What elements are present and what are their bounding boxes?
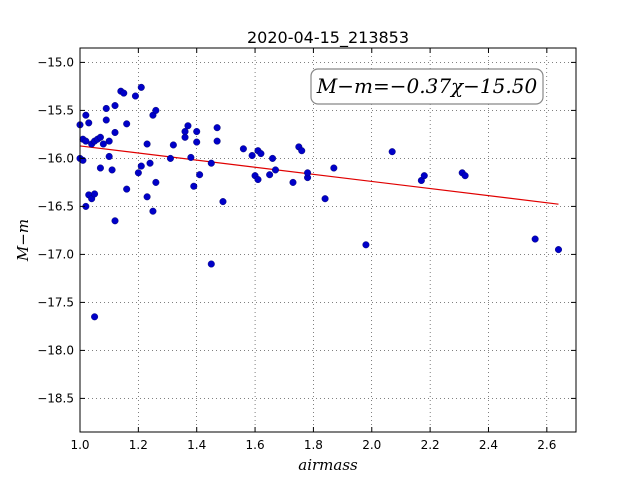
- data-point: [123, 120, 131, 128]
- data-point: [193, 138, 201, 146]
- x-tick-label: 2.4: [479, 438, 498, 452]
- x-tick-label: 1.4: [187, 438, 206, 452]
- data-point: [239, 145, 247, 153]
- data-point: [213, 137, 221, 145]
- data-point: [254, 176, 262, 184]
- data-point: [193, 128, 201, 136]
- data-point: [289, 178, 297, 186]
- x-axis-label: airmass: [298, 456, 358, 474]
- tick-marks: [79, 48, 576, 432]
- data-point: [166, 154, 174, 162]
- data-point: [105, 137, 113, 145]
- data-point: [99, 140, 107, 148]
- data-point: [82, 111, 90, 119]
- data-point: [269, 154, 277, 162]
- data-point: [146, 159, 154, 167]
- data-point: [137, 162, 145, 170]
- y-axis-label: M−m: [14, 219, 32, 262]
- data-point: [143, 193, 151, 201]
- data-point: [131, 92, 139, 100]
- data-point: [207, 260, 215, 268]
- x-tick-labels: 1.0 1.2 1.4 1.6 1.8 2.0 2.2 2.4 2.6: [70, 438, 556, 452]
- data-point: [207, 159, 215, 167]
- data-point: [111, 128, 119, 136]
- data-point: [143, 140, 151, 148]
- data-point: [134, 169, 142, 177]
- data-point: [298, 147, 306, 155]
- data-point: [362, 241, 370, 249]
- chart-title: 2020-04-15_213853: [247, 28, 409, 48]
- y-tick-label: −18.0: [37, 343, 74, 357]
- data-point: [108, 166, 116, 174]
- data-point: [248, 152, 256, 160]
- data-point: [96, 133, 104, 141]
- data-point: [152, 106, 160, 114]
- data-point: [271, 166, 279, 174]
- data-point: [554, 246, 562, 254]
- x-tick-label: 1.8: [304, 438, 323, 452]
- fit-annotation: M−m=−0.37χ−15.50: [310, 68, 544, 105]
- data-point: [102, 104, 110, 112]
- y-tick-label: −16.5: [37, 199, 74, 213]
- y-tick-label: −15.0: [37, 55, 74, 69]
- data-point: [123, 185, 131, 193]
- y-tick-label: −16.0: [37, 151, 74, 165]
- x-tick-label: 1.0: [70, 438, 89, 452]
- data-point: [82, 137, 90, 145]
- data-point: [187, 153, 195, 161]
- data-point: [420, 172, 428, 180]
- data-point: [257, 150, 265, 158]
- data-point: [196, 171, 204, 179]
- fit-equation: M−m=−0.37χ−15.50: [316, 74, 538, 98]
- data-point: [111, 102, 119, 110]
- y-tick-label: −17.0: [37, 247, 74, 261]
- plot-frame: [79, 47, 577, 433]
- data-point: [91, 190, 99, 198]
- x-tick-label: 1.6: [246, 438, 265, 452]
- x-tick-label: 2.6: [537, 438, 556, 452]
- data-point: [461, 172, 469, 180]
- data-point: [91, 313, 99, 321]
- data-point: [184, 122, 192, 130]
- data-point: [190, 182, 198, 190]
- data-point: [137, 83, 145, 91]
- data-point: [219, 198, 227, 206]
- x-tick-label: 2.0: [362, 438, 381, 452]
- y-tick-label: −15.5: [37, 103, 74, 117]
- data-point: [213, 124, 221, 132]
- data-point: [149, 207, 157, 215]
- y-tick-labels: −15.0 −15.5 −16.0 −16.5 −17.0 −17.5 −18.0 −18.5: [37, 55, 74, 405]
- data-point: [388, 148, 396, 156]
- data-point: [105, 152, 113, 160]
- data-point: [181, 128, 189, 136]
- data-point: [85, 119, 93, 127]
- data-point: [102, 116, 110, 124]
- data-point: [330, 164, 338, 172]
- x-tick-label: 2.2: [421, 438, 440, 452]
- data-point: [321, 195, 329, 203]
- y-tick-label: −17.5: [37, 295, 74, 309]
- grid: [79, 48, 576, 432]
- data-point: [96, 164, 104, 172]
- annotation-box: [310, 68, 544, 105]
- data-point: [304, 169, 312, 177]
- fit-line: [79, 145, 559, 205]
- data-points: [76, 83, 562, 321]
- data-point: [531, 235, 539, 243]
- y-tick-label: −18.5: [37, 391, 74, 405]
- fit-line-group: [79, 145, 559, 205]
- data-point: [152, 178, 160, 186]
- data-point: [111, 217, 119, 225]
- x-tick-label: 1.2: [129, 438, 148, 452]
- data-point: [266, 171, 274, 179]
- data-point: [120, 89, 128, 97]
- data-point: [169, 141, 177, 149]
